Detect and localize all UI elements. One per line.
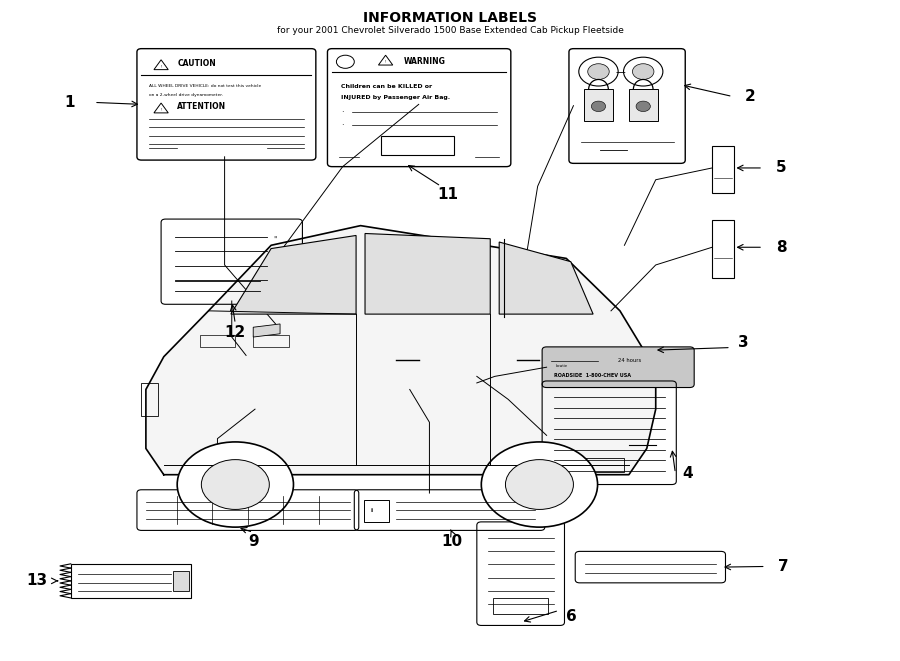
Circle shape [636,101,651,112]
Text: 6: 6 [566,609,577,625]
Bar [381,136,454,155]
Text: !: ! [385,60,386,64]
Text: ROADSIDE  1-800-CHEV USA: ROADSIDE 1-800-CHEV USA [554,373,631,377]
Bar [141,383,158,416]
Circle shape [588,63,609,79]
Text: !: ! [160,108,162,112]
Text: 8: 8 [776,240,787,254]
Circle shape [591,101,606,112]
Text: 2: 2 [745,89,756,104]
Bar [71,564,191,598]
Bar [629,89,658,121]
Text: 4: 4 [682,466,693,481]
Text: i: i [371,508,373,512]
Polygon shape [253,324,280,337]
Bar [200,335,235,347]
Bar [493,598,548,613]
Text: 9: 9 [248,534,258,549]
Text: for your 2001 Chevrolet Silverado 1500 Base Extended Cab Pickup Fleetside: for your 2001 Chevrolet Silverado 1500 B… [276,26,624,35]
Bar [267,272,291,294]
Text: —: — [615,67,625,77]
Text: 12: 12 [225,325,246,340]
Circle shape [506,459,573,510]
Circle shape [624,58,663,86]
Text: INJURED by Passenger Air Bag.: INJURED by Passenger Air Bag. [341,95,450,100]
Bar [173,570,189,591]
Text: ATTENTION: ATTENTION [177,102,226,111]
Text: WARNING: WARNING [403,58,446,66]
Text: !: ! [160,65,162,69]
Text: INFORMATION LABELS: INFORMATION LABELS [363,11,537,24]
Text: ·: · [341,121,344,130]
Circle shape [633,63,654,79]
Text: 7: 7 [778,559,789,574]
Circle shape [177,442,293,527]
Text: 11: 11 [437,187,459,202]
Text: 5: 5 [776,161,787,175]
Text: bowtie: bowtie [555,364,568,368]
Circle shape [337,56,355,68]
Circle shape [202,459,269,510]
Text: on a 2-wheel drive dynamometer.: on a 2-wheel drive dynamometer. [148,93,222,97]
Text: ·: · [341,108,344,117]
Text: Children can be KILLED or: Children can be KILLED or [341,83,432,89]
Polygon shape [500,242,593,314]
Circle shape [482,442,598,527]
Bar [712,220,733,278]
Bar [253,335,289,347]
Text: 10: 10 [441,534,463,549]
Bar [364,500,389,522]
Text: 1: 1 [65,95,75,110]
Polygon shape [146,225,656,475]
FancyBboxPatch shape [542,347,694,387]
Text: 3: 3 [738,335,749,350]
Polygon shape [231,235,356,314]
Circle shape [579,58,618,86]
Text: 24 hours: 24 hours [618,358,642,363]
Text: ALL WHEEL DRIVE VEHICLE: do not test this vehicle: ALL WHEEL DRIVE VEHICLE: do not test thi… [148,84,261,88]
Bar [584,89,613,121]
Bar [562,457,624,472]
Text: 13: 13 [26,573,48,588]
Text: '': '' [273,236,277,245]
Bar [712,145,733,193]
Polygon shape [365,233,491,314]
Text: CAUTION: CAUTION [177,59,216,67]
